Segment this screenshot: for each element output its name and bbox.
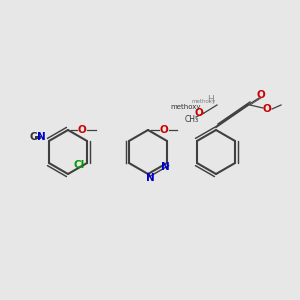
- Text: O: O: [195, 108, 203, 118]
- Text: methoxy: methoxy: [171, 104, 201, 110]
- Text: O: O: [256, 90, 266, 100]
- Text: H: H: [207, 94, 213, 103]
- Text: N: N: [37, 132, 45, 142]
- Text: O: O: [262, 104, 272, 114]
- Text: O: O: [78, 125, 86, 135]
- Text: N: N: [161, 162, 170, 172]
- Text: N: N: [146, 173, 154, 183]
- Text: methoxy: methoxy: [192, 99, 216, 104]
- Text: O: O: [160, 125, 168, 135]
- Text: CH₃: CH₃: [185, 115, 199, 124]
- Text: C: C: [29, 132, 37, 142]
- Text: Cl: Cl: [74, 160, 85, 170]
